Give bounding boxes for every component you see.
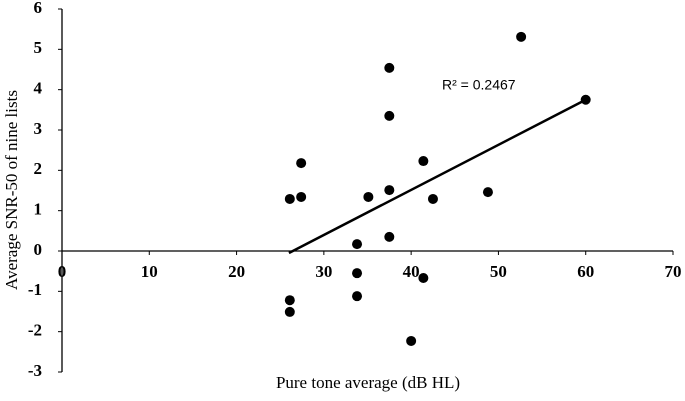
- point: [384, 62, 395, 73]
- y-tick-label: -1: [28, 280, 42, 299]
- point: [418, 156, 429, 167]
- point: [284, 306, 295, 317]
- point: [352, 239, 363, 250]
- y-tick-label: -2: [28, 321, 42, 340]
- point: [352, 268, 363, 279]
- y-tick-label: 0: [34, 240, 43, 259]
- y-tick-label: -3: [28, 361, 42, 380]
- y-tick-label: 3: [34, 119, 43, 138]
- x-tick-label: 10: [141, 262, 158, 281]
- point: [284, 193, 295, 204]
- point: [418, 273, 429, 284]
- x-tick-label: 20: [228, 262, 245, 281]
- x-tick-label: 70: [665, 262, 682, 281]
- point: [406, 335, 417, 346]
- trendline: [288, 98, 587, 255]
- point: [482, 187, 493, 198]
- x-tick-label: 40: [403, 262, 420, 281]
- annotation: R² = 0.2467: [442, 77, 516, 93]
- y-tick-label: 2: [34, 159, 43, 178]
- x-tick-label: 60: [577, 262, 594, 281]
- y-tick-label: 1: [34, 200, 43, 219]
- point: [352, 291, 363, 302]
- point: [296, 158, 307, 169]
- point: [384, 185, 395, 196]
- y-tick-label: 4: [34, 79, 43, 98]
- point: [284, 295, 295, 306]
- point: [384, 231, 395, 242]
- y-tick-label: 6: [34, 0, 43, 17]
- point: [384, 110, 395, 121]
- y-tick-label: 5: [34, 38, 43, 57]
- point: [516, 31, 527, 42]
- point: [296, 191, 307, 202]
- x-tick-label: 30: [315, 262, 332, 281]
- x-tick-label: 50: [490, 262, 507, 281]
- point: [363, 191, 374, 202]
- x-axis-label: Pure tone average (dB HL): [276, 373, 460, 392]
- y-axis-label: Average SNR-50 of nine lists: [2, 90, 21, 290]
- point: [427, 193, 438, 204]
- x-tick-label: 0: [58, 262, 67, 281]
